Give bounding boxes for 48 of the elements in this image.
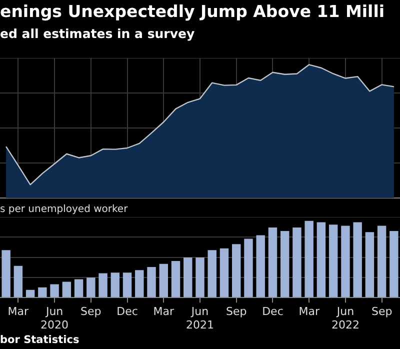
- bar: [86, 278, 96, 298]
- bar: [50, 284, 59, 298]
- bar: [341, 226, 350, 298]
- x-tick-label: Mar: [298, 305, 320, 318]
- bar: [304, 220, 314, 298]
- x-tick-label: Sep: [371, 305, 392, 318]
- bar: [353, 222, 362, 298]
- bar: [316, 222, 326, 298]
- bar: [62, 282, 72, 298]
- x-tick-label: Mar: [8, 305, 30, 318]
- bar: [171, 260, 180, 298]
- x-tick-label: Dec: [116, 305, 138, 318]
- bar: [110, 272, 120, 298]
- chart-title: s per unemployed worker: [0, 204, 128, 215]
- text: bor Statistics: [0, 334, 80, 346]
- bar: [147, 266, 156, 298]
- bar: [2, 250, 10, 298]
- x-tick-label: Dec: [262, 305, 284, 318]
- bar: [292, 228, 302, 298]
- x-tick-label: Jun 2020: [40, 305, 69, 332]
- x-tick-label: Jun 2022: [331, 305, 360, 332]
- x-tick-label: Mar: [153, 305, 174, 318]
- bar: [74, 279, 84, 298]
- bar: [159, 264, 168, 298]
- bar: [135, 270, 144, 298]
- bar: [244, 238, 253, 298]
- bar: [14, 266, 23, 298]
- bar: [208, 250, 216, 298]
- bar: [268, 228, 278, 298]
- bar: [377, 226, 386, 298]
- chart-title: enings Unexpectedly Jump Above 11 Milli: [0, 2, 385, 21]
- bar: [328, 224, 338, 298]
- bar: [280, 231, 290, 298]
- bar: [98, 273, 108, 298]
- bar: [232, 244, 241, 298]
- bar: [184, 257, 192, 298]
- bar: [220, 248, 229, 298]
- bar: [122, 272, 132, 298]
- bar: [365, 232, 374, 298]
- chart-subtitle: ed all estimates in a survey: [0, 26, 195, 41]
- bar: [196, 257, 204, 298]
- x-tick-label: Jun 2021: [186, 305, 214, 332]
- bar: [256, 235, 265, 298]
- bar: [38, 287, 47, 298]
- x-tick-label: Sep: [80, 305, 102, 318]
- x-tick-label: Sep: [226, 305, 247, 318]
- bar: [390, 231, 398, 298]
- bar: [26, 290, 35, 298]
